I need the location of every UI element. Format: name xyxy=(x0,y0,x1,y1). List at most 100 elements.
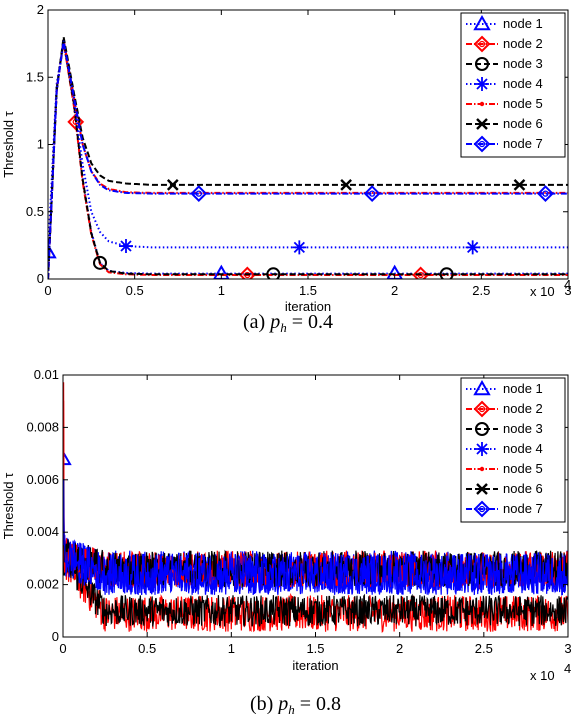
x-tick-label: 3 xyxy=(564,641,571,656)
legend-entry: node 7 xyxy=(466,500,543,518)
x-tick-label: 2.5 xyxy=(472,283,490,298)
y-tick-label: 2 xyxy=(37,2,44,17)
legend-marker-triangle xyxy=(473,14,491,31)
marker-triangle xyxy=(48,243,57,259)
marker-diamond-circle xyxy=(190,185,208,203)
x-multiplier-exponent: 4 xyxy=(564,661,571,676)
marker-star xyxy=(465,240,480,255)
legend-entry: node 4 xyxy=(466,76,543,91)
legend-label: node 6 xyxy=(503,481,543,496)
legend-marker-point xyxy=(479,466,485,472)
caption: (a) ph = 0.4 xyxy=(243,311,333,335)
y-tick-label: 0.002 xyxy=(26,577,59,592)
series-node-4 xyxy=(48,39,568,279)
y-tick-label: 0.004 xyxy=(26,524,59,539)
marker-diamond-circle xyxy=(537,185,554,203)
legend-label: node 7 xyxy=(503,501,543,516)
series-line xyxy=(48,42,568,275)
marker-diamond-circle xyxy=(363,185,381,203)
legend-entry: node 1 xyxy=(466,14,543,31)
legend-entry: node 6 xyxy=(466,481,543,496)
x-tick-label: 2.5 xyxy=(475,641,493,656)
y-tick-label: 0.01 xyxy=(34,367,59,382)
y-axis-label: Threshold τ xyxy=(1,110,16,177)
legend-marker-circle xyxy=(475,422,489,436)
marker-x xyxy=(166,179,179,191)
legend-entry: node 6 xyxy=(466,116,543,131)
series-group xyxy=(63,382,568,633)
series-node-3 xyxy=(63,479,568,627)
y-tick-label: 0.5 xyxy=(26,204,44,219)
marker-diamond-circle xyxy=(412,266,430,279)
legend-label: node 3 xyxy=(503,421,543,436)
legend-entry: node 5 xyxy=(466,96,543,111)
chart-1: 0 0.5 1 1.5 2 2.5 3 0 0.5 1 1.5 2 iteration Threshold… xyxy=(1,2,572,335)
marker-diamond-circle xyxy=(67,113,85,131)
marker-x xyxy=(513,179,526,191)
legend: node 1 node 2 node 3 node 4 node 5 node 6 node… xyxy=(460,377,566,523)
legend-marker-star xyxy=(475,77,489,91)
legend-marker-diamond-circle xyxy=(473,500,491,518)
legend-entry: node 7 xyxy=(466,135,543,153)
x-tick-label: 1 xyxy=(228,641,235,656)
marker-diamond-circle-inner xyxy=(195,190,202,197)
legend-label: node 3 xyxy=(503,56,543,71)
legend-label: node 4 xyxy=(503,76,543,91)
marker-x xyxy=(340,179,352,191)
legend-marker-triangle xyxy=(473,379,491,396)
legend-label: node 6 xyxy=(503,116,543,131)
marker-circle xyxy=(439,267,454,279)
series-node-7 xyxy=(48,40,568,279)
legend-label: node 1 xyxy=(503,381,543,396)
marker-circle xyxy=(93,255,107,270)
x-tick-label: 3 xyxy=(564,283,571,298)
legend-marker-x xyxy=(476,118,488,130)
x-tick-label: 1.5 xyxy=(299,283,317,298)
marker-diamond-circle-inner xyxy=(368,190,376,197)
legend-label: node 2 xyxy=(503,36,543,51)
x-multiplier: x 10 xyxy=(530,668,555,683)
legend-marker-diamond-circle xyxy=(473,400,491,418)
legend-marker-diamond-circle xyxy=(473,135,491,153)
y-tick-label: 1.5 xyxy=(26,69,44,84)
legend-marker-diamond-circle-inner xyxy=(478,40,486,48)
x-tick-label: 2 xyxy=(391,283,398,298)
x-tick-label: 0.5 xyxy=(126,283,144,298)
series-line xyxy=(48,39,568,279)
x-tick-label: 0 xyxy=(59,641,66,656)
legend-entry: node 2 xyxy=(466,400,543,418)
marker-star xyxy=(292,240,307,255)
x-tick-label: 2 xyxy=(396,641,403,656)
series-line xyxy=(63,479,568,627)
y-tick-label: 0.008 xyxy=(26,419,59,434)
x-tick-label: 0 xyxy=(44,283,51,298)
x-axis-label: iteration xyxy=(285,299,331,314)
legend-marker-diamond-circle-inner xyxy=(478,505,486,513)
x-axis-label: iteration xyxy=(292,658,338,673)
marker-star xyxy=(119,239,133,254)
marker-diamond-circle-inner xyxy=(542,190,549,197)
legend-label: node 5 xyxy=(503,461,543,476)
series-line xyxy=(63,479,568,596)
legend-marker-diamond-circle xyxy=(473,35,491,53)
series-line xyxy=(48,36,568,279)
legend: node 1 node 2 node 3 node 4 node 5 node 6 node… xyxy=(460,12,566,158)
marker-circle xyxy=(266,267,281,279)
legend-entry: node 2 xyxy=(466,35,543,53)
y-tick-label: 0 xyxy=(52,629,59,644)
legend-marker-diamond-circle-inner xyxy=(478,405,486,413)
x-tick-label: 1.5 xyxy=(306,641,324,656)
series-node-7 xyxy=(63,479,568,596)
x-tick-label: 1 xyxy=(218,283,225,298)
x-multiplier-exponent: 4 xyxy=(564,277,571,292)
series-node-6 xyxy=(48,36,568,279)
legend-label: node 4 xyxy=(503,441,543,456)
legend-entry: node 4 xyxy=(466,441,543,456)
marker-triangle xyxy=(63,449,72,466)
x-tick-label: 0.5 xyxy=(138,641,156,656)
legend-entry: node 1 xyxy=(466,379,543,396)
y-tick-label: 0.006 xyxy=(26,472,59,487)
y-tick-label: 1 xyxy=(37,137,44,152)
legend-label: node 1 xyxy=(503,16,543,31)
